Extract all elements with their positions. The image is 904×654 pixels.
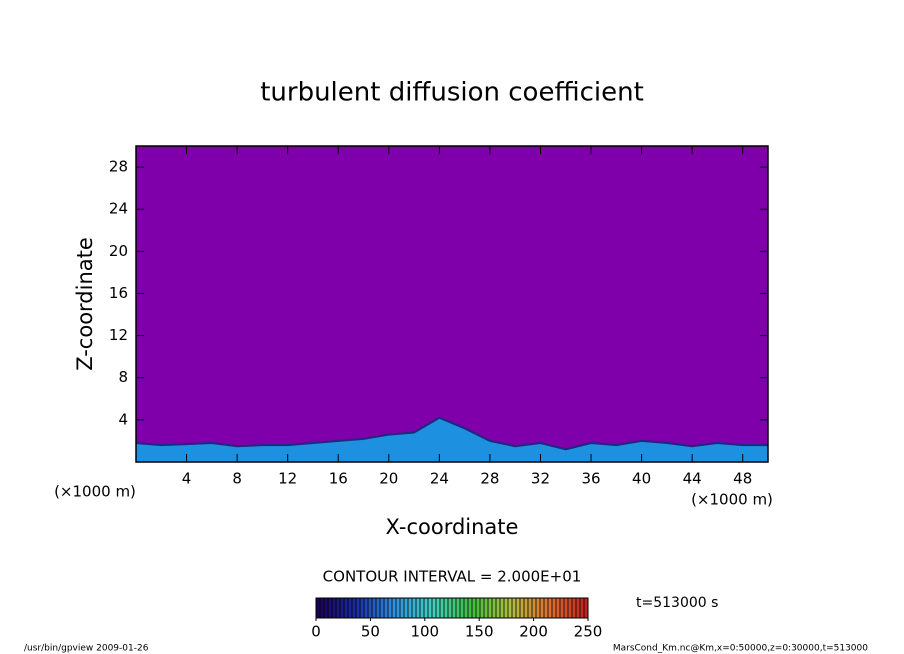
x-tick-label: 24 [430,470,449,488]
x-axis-label: X-coordinate [386,515,519,539]
contour-interval: CONTOUR INTERVAL = 2.000E+01 [323,568,582,586]
y-tick-label: 4 [118,410,128,428]
layer-edge [135,416,768,451]
colorbar-tick-label: 150 [465,623,494,641]
y-tick-label: 28 [109,158,128,176]
colorbar-tick-label: 250 [574,623,603,641]
y-tick-label: 24 [109,200,128,218]
x-tick-label: 16 [329,470,348,488]
x-unit: (×1000 m) [691,491,773,509]
x-tick-label: 12 [278,470,297,488]
x-tick-label: 40 [632,470,651,488]
x-tick-label: 48 [733,470,752,488]
x-tick-label: 28 [480,470,499,488]
y-tick-label: 20 [109,242,128,260]
plot-frame [135,145,769,463]
footer-left: /usr/bin/gpview 2009-01-26 [24,644,149,654]
y-tick-label: 12 [109,326,128,344]
y-tick-label: 16 [109,284,128,302]
colorbar-tick-label: 200 [519,623,548,641]
turbulent-layer [136,417,768,462]
colorbar-tick-label: 0 [311,623,321,641]
footer-right: MarsCond_Km.nc@Km,x=0:50000,z=0:30000,t=… [613,644,868,654]
y-tick-label: 8 [118,368,128,386]
y-axis-label: Z-coordinate [73,237,97,371]
x-tick-label: 8 [232,470,242,488]
x-tick-label: 4 [182,470,192,488]
chart-title: turbulent diffusion coefficient [260,78,644,108]
x-tick-label: 32 [531,470,550,488]
x-tick-label: 36 [581,470,600,488]
x-tick-label: 20 [379,470,398,488]
y-unit: (×1000 m) [54,483,136,501]
time-label: t=513000 s [636,595,718,611]
plot-background [136,146,768,462]
colorbar-tick-label: 50 [361,623,380,641]
x-tick-label: 44 [683,470,702,488]
colorbar-tick-label: 100 [410,623,439,641]
